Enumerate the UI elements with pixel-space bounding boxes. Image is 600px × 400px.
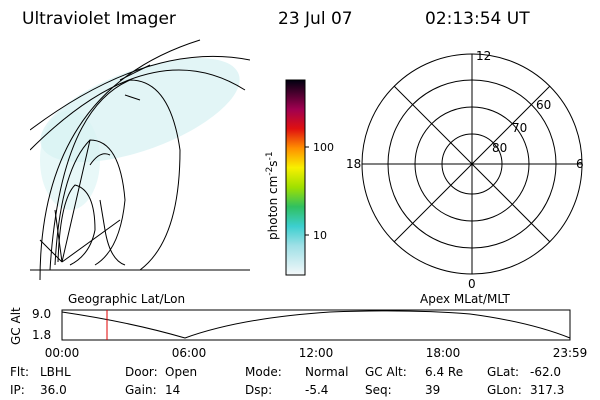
orbit-x-label: 18:00 <box>426 346 461 360</box>
colorbar-label: photon cm-2s-1 <box>265 151 280 240</box>
field-value: 317.3 <box>530 383 564 397</box>
orbit-x-label: 06:00 <box>172 346 207 360</box>
orbit-axis-label: GC Alt <box>9 307 23 345</box>
orbit-x-label: 23:59 <box>553 346 588 360</box>
footer: Flt: LBHL Door: Open Mode: Normal GC Alt: 6.4 R… <box>10 365 564 397</box>
colorbar-exp: -2 <box>265 167 275 176</box>
field-value: -5.4 <box>305 383 328 397</box>
colorbar-tick-label: 100 <box>313 141 334 154</box>
field-label: Door: <box>125 365 158 379</box>
field-label: IP: <box>10 383 25 397</box>
field-label: Dsp: <box>245 383 272 397</box>
orbit-x-label: 12:00 <box>299 346 334 360</box>
polar-label: Apex MLat/MLT <box>420 292 510 306</box>
mlt-label: 6 <box>576 157 584 171</box>
colorbar-unit: photon cm <box>266 176 280 240</box>
orbit-y-label: 9.0 <box>32 307 51 321</box>
field-value: 14 <box>165 383 180 397</box>
field-value: 36.0 <box>40 383 67 397</box>
field-label: GC Alt: <box>365 365 407 379</box>
field-value: 39 <box>425 383 440 397</box>
lat-label: 80 <box>492 141 507 155</box>
field-label: GLon: <box>487 383 522 397</box>
map-label: Geographic Lat/Lon <box>68 292 185 306</box>
colorbar-tick-label: 10 <box>313 229 327 242</box>
field-value: LBHL <box>40 365 71 379</box>
field-label: Gain: <box>125 383 157 397</box>
mlt-label: 18 <box>346 157 361 171</box>
field-value: 6.4 Re <box>425 365 463 379</box>
orbit-panel <box>61 309 571 341</box>
mlt-label: 0 <box>468 277 476 291</box>
field-label: Flt: <box>10 365 29 379</box>
colorbar <box>285 79 306 276</box>
field-label: GLat: <box>487 365 519 379</box>
lat-label: 70 <box>512 121 527 135</box>
field-label: Mode: <box>245 365 282 379</box>
field-value: Open <box>165 365 197 379</box>
colorbar-exp: -1 <box>265 151 275 160</box>
date: 23 Jul 07 <box>278 9 353 29</box>
title: Ultraviolet Imager <box>22 9 176 29</box>
orbit-y-label: 1.8 <box>32 328 51 342</box>
orbit-x-label: 00:00 <box>45 346 80 360</box>
lat-label: 60 <box>536 98 551 112</box>
geographic-map <box>30 39 250 280</box>
field-label: Seq: <box>365 383 392 397</box>
colorbar-unit: s <box>266 160 280 166</box>
polar-plot <box>361 53 583 275</box>
field-value: Normal <box>305 365 348 379</box>
time: 02:13:54 UT <box>425 9 530 29</box>
field-value: -62.0 <box>530 365 561 379</box>
mlt-label: 12 <box>476 49 491 63</box>
orbit-curve <box>61 310 571 339</box>
